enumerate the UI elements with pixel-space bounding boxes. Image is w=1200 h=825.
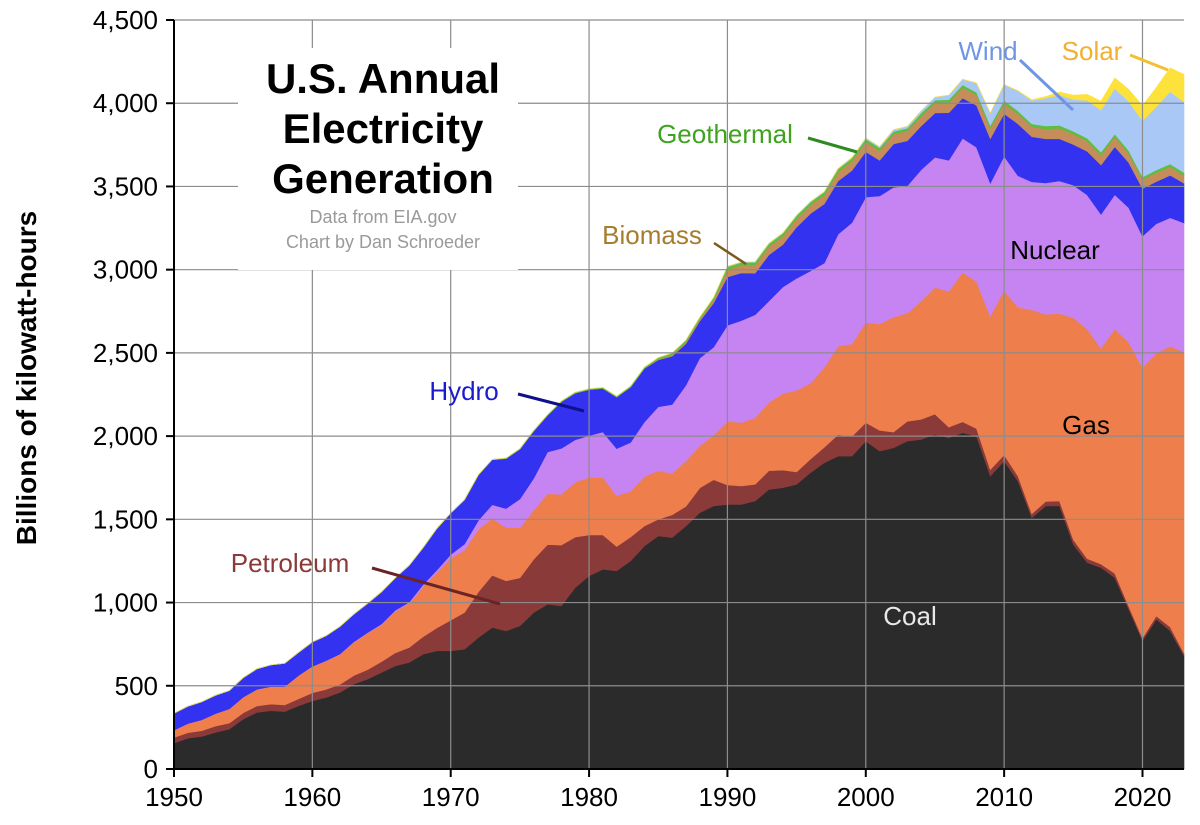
y-tick-label: 2,500: [93, 338, 158, 368]
title-backdrop: [238, 48, 518, 270]
y-tick-label: 1,000: [93, 588, 158, 618]
title-block: U.S. Annual Electricity Generation Data …: [238, 48, 518, 270]
y-tick-label: 500: [115, 671, 158, 701]
label-wind: Wind: [958, 36, 1017, 66]
credit-data-source: Data from EIA.gov: [309, 207, 456, 227]
y-tick-label: 1,500: [93, 504, 158, 534]
x-tick-label: 1970: [422, 782, 480, 812]
label-coal: Coal: [883, 601, 936, 631]
label-petroleum: Petroleum: [231, 548, 350, 578]
label-nuclear: Nuclear: [1010, 235, 1100, 265]
label-solar: Solar: [1062, 36, 1123, 66]
y-tick-label: 4,500: [93, 5, 158, 35]
leader-hydro: [517, 392, 585, 413]
label-gas: Gas: [1062, 410, 1110, 440]
title-line-1: U.S. Annual: [266, 55, 500, 102]
x-tick-labels: 1950 1960 1970 1980 1990 2000 2010 2020: [145, 769, 1171, 812]
title-line-3: Generation: [272, 155, 494, 202]
axes: [173, 20, 1184, 770]
label-biomass: Biomass: [602, 220, 702, 250]
x-tick-label: 2010: [975, 782, 1033, 812]
credit-author: Chart by Dan Schroeder: [286, 232, 480, 252]
y-tick-label: 0: [144, 754, 158, 784]
leader-wind: [1018, 58, 1075, 112]
x-tick-label: 2020: [1114, 782, 1172, 812]
label-hydro: Hydro: [429, 376, 498, 406]
leader-geothermal: [807, 136, 858, 154]
leader-petroleum: [371, 566, 501, 606]
leader-lines: [371, 53, 1169, 606]
leader-biomass: [713, 241, 747, 266]
x-tick-label: 1990: [699, 782, 757, 812]
label-geothermal: Geothermal: [657, 119, 793, 149]
x-tick-label: 2000: [837, 782, 895, 812]
y-tick-label: 2,000: [93, 421, 158, 451]
x-tick-label: 1980: [560, 782, 618, 812]
x-tick-label: 1950: [145, 782, 203, 812]
y-tick-labels: 0 500 1,000 1,500 2,000 2,500 3,000 3,500 4,000 4…: [93, 5, 174, 784]
x-tick-label: 1960: [283, 782, 341, 812]
area-solar: [173, 67, 1185, 714]
leader-solar: [1129, 53, 1169, 72]
y-tick-label: 3,000: [93, 255, 158, 285]
y-tick-label: 4,000: [93, 88, 158, 118]
y-tick-label: 3,500: [93, 171, 158, 201]
y-axis-label: Billions of kilowatt-hours: [11, 211, 42, 545]
title-line-2: Electricity: [283, 105, 484, 152]
series-labels: Coal Gas Nuclear Petroleum Hydro Biomass…: [231, 36, 1123, 631]
